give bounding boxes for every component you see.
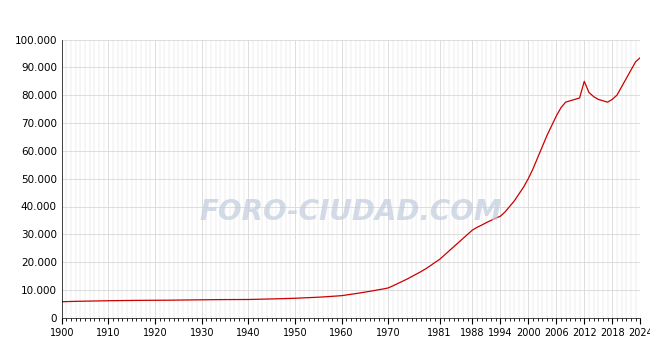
Text: Mijas (Municipio) - Evolucion del numero de Habitantes: Mijas (Municipio) - Evolucion del numero… bbox=[123, 12, 527, 26]
Text: http://www.foro-ciudad.com: http://www.foro-ciudad.com bbox=[486, 335, 630, 345]
Text: FORO-CIUDAD.COM: FORO-CIUDAD.COM bbox=[200, 198, 502, 226]
